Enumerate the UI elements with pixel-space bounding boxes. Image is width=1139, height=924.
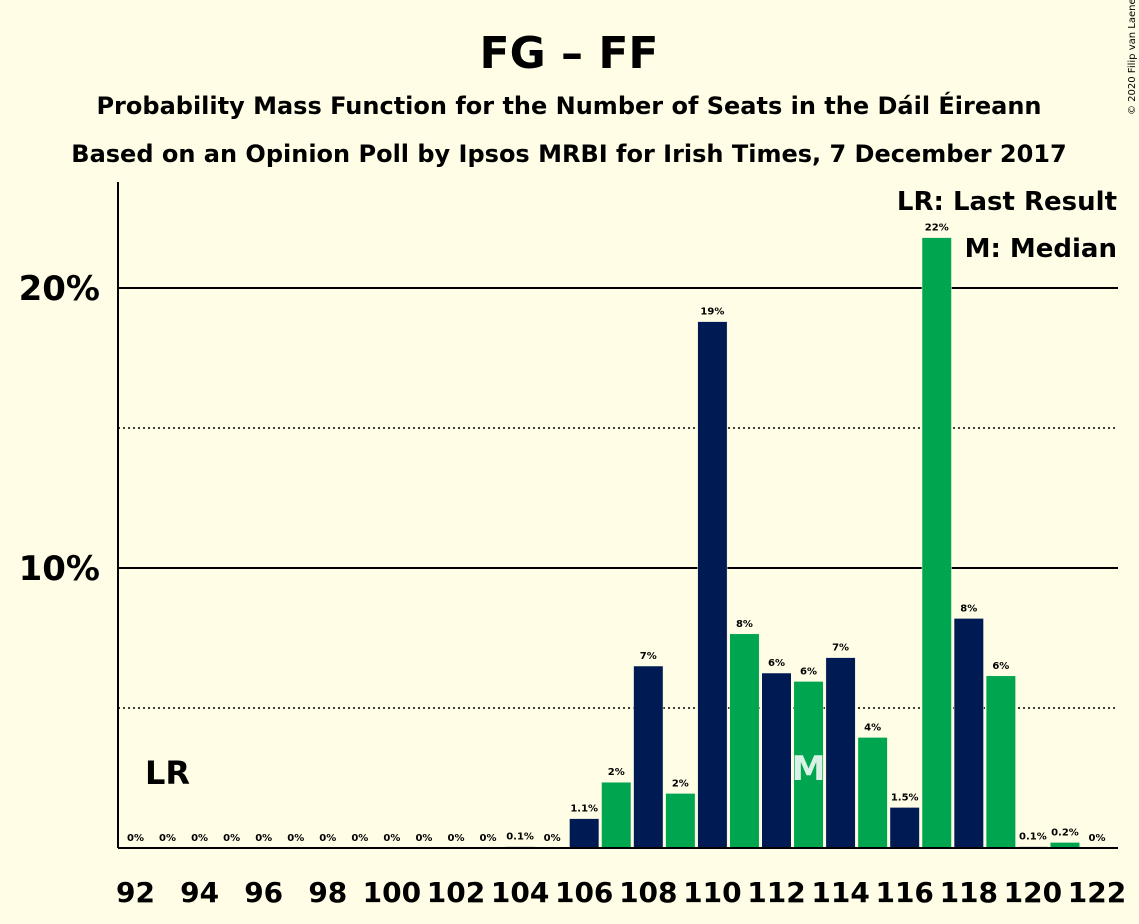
bar-seats-108 [633, 665, 664, 849]
x-tick-label: 100 [363, 876, 421, 909]
x-tick-label: 110 [683, 876, 741, 909]
x-tick-label: 118 [940, 876, 998, 909]
bar-label-105: 0% [544, 833, 561, 844]
median-marker: M [792, 749, 826, 789]
bar-label-101: 0% [415, 833, 432, 844]
bar-label-98: 0% [319, 833, 336, 844]
bar-seats-114 [825, 657, 856, 849]
legend-median: M: Median [965, 234, 1117, 264]
bar-label-115: 4% [864, 722, 881, 733]
bar-label-92: 0% [127, 833, 144, 844]
bar-seats-118 [953, 618, 984, 849]
bar-seats-115 [857, 737, 888, 849]
x-tick-label: 112 [747, 876, 805, 909]
x-tick-label: 96 [244, 876, 283, 909]
bar-label-122: 0% [1089, 833, 1106, 844]
legend-last-result: LR: Last Result [897, 187, 1117, 217]
y-tick-label: 10% [19, 549, 100, 589]
bar-seats-117 [921, 237, 952, 849]
bar-label-106: 1.1% [570, 804, 598, 815]
x-tick-label: 104 [491, 876, 549, 909]
bar-label-119: 6% [992, 661, 1009, 672]
bar-label-99: 0% [351, 833, 368, 844]
chart-subtitle: Probability Mass Function for the Number… [96, 91, 1041, 120]
bar-seats-110 [697, 321, 728, 849]
x-tick-labels: 92 94 96 98 100 102 104 106 108 110 112 114 116 118 12… [116, 876, 1126, 909]
bar-label-95: 0% [223, 833, 240, 844]
bar-label-102: 0% [448, 833, 465, 844]
bar-label-121: 0.2% [1051, 827, 1079, 838]
x-tick-label: 122 [1068, 876, 1126, 909]
x-tick-label: 94 [180, 876, 219, 909]
bar-label-94: 0% [191, 833, 208, 844]
x-tick-label: 102 [427, 876, 485, 909]
bar-label-104: 0.1% [506, 832, 534, 843]
x-tick-label: 98 [308, 876, 347, 909]
y-tick-labels: 10% 20% [19, 269, 100, 589]
x-tick-label: 120 [1004, 876, 1062, 909]
bar-label-112: 6% [768, 658, 785, 669]
bar-label-100: 0% [383, 833, 400, 844]
x-tick-label: 108 [619, 876, 677, 909]
chart-title: FG – FF [480, 28, 659, 79]
bar-label-117: 22% [925, 223, 949, 234]
bar-label-97: 0% [287, 833, 304, 844]
bar-label-111: 8% [736, 619, 753, 630]
bar-seats-119 [985, 675, 1016, 849]
bar-seats-112 [761, 672, 792, 849]
bar-label-109: 2% [672, 778, 689, 789]
bar-label-110: 19% [700, 307, 724, 318]
bar-label-113: 6% [800, 666, 817, 677]
x-tick-label: 106 [555, 876, 613, 909]
x-tick-label: 116 [875, 876, 933, 909]
bars [505, 237, 1080, 849]
y-tick-label: 20% [19, 269, 100, 309]
bar-seats-111 [729, 633, 760, 849]
bar-label-107: 2% [608, 767, 625, 778]
bar-label-114: 7% [832, 643, 849, 654]
x-tick-label: 92 [116, 876, 155, 909]
bar-label-96: 0% [255, 833, 272, 844]
bar-label-93: 0% [159, 833, 176, 844]
x-tick-label: 114 [811, 876, 869, 909]
bar-seats-106 [569, 818, 600, 849]
bar-label-118: 8% [960, 603, 977, 614]
bar-seats-116 [889, 807, 920, 849]
bar-labels: 0% 0% 0% 0% 0% 0% 0% 0% 0% 0% 0% 0% 0.1% 0% 1.1% 2% 7% 2%… [127, 223, 1105, 844]
bar-label-116: 1.5% [891, 792, 919, 803]
chart-subtitle-2: Based on an Opinion Poll by Ipsos MRBI f… [71, 140, 1066, 168]
axes [117, 182, 1118, 849]
copyright-note: © 2020 Filip van Laenen [1127, 0, 1138, 115]
last-result-marker: LR [145, 754, 190, 792]
bar-seats-109 [665, 793, 696, 849]
bar-seats-107 [601, 781, 632, 849]
bar-label-120: 0.1% [1019, 832, 1047, 843]
bar-label-103: 0% [480, 833, 497, 844]
bar-seats-113 [793, 681, 824, 849]
bar-label-108: 7% [640, 651, 657, 662]
